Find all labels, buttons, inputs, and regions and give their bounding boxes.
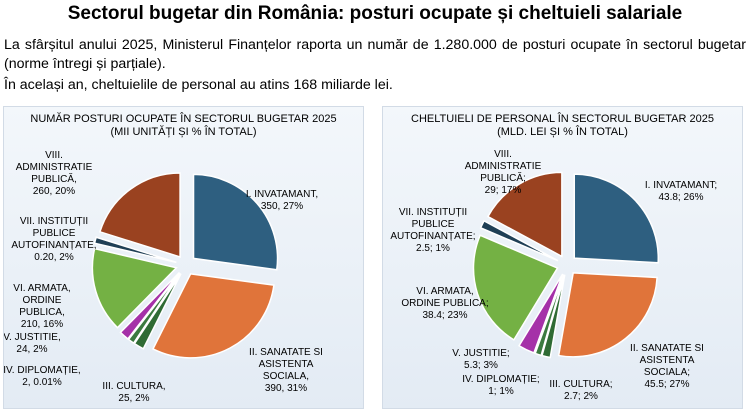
pie1-slice-4 [534,274,565,357]
pie1-slice-7 [479,219,559,262]
pie0-label-4: IV. DIPLOMAȚIE, 2, 0.01% [4,365,81,388]
pie1-slice-2 [557,272,658,358]
pie1-slice-1 [573,173,659,264]
pie0-label-3: III. CULTURA, 25, 2% [102,381,165,404]
spending-chart-panel: CHELTUIELI DE PERSONAL ÎN SECTORUL BUGET… [382,106,743,409]
posts-chart-title: NUMĂR POSTURI OCUPATE ÎN SECTORUL BUGETA… [4,113,363,139]
pie0-slice-3 [133,273,182,350]
pie0-slice-1 [192,173,279,271]
pie1-slice-8 [486,171,563,258]
pie1-label-2: II. SANATATE SI ASISTENTA SOCIALA; 45.5; 27… [630,343,704,390]
pie0-slice-2 [152,273,275,359]
pie0-slice-7 [93,236,177,264]
spending-chart-title-line2: (MLD. LEI ȘI % ÎN TOTAL) [497,126,628,138]
pie1-label-5: V. JUSTITIE; 5.3; 3% [452,348,509,371]
page-title: Sectorul bugetar din România: posturi oc… [67,3,683,24]
posts-chart-panel: NUMĂR POSTURI OCUPATE ÎN SECTORUL BUGETA… [3,106,364,409]
pie1-label-3: III. CULTURA; 2.7; 2% [549,379,612,402]
pie0-slice-6 [91,247,178,329]
pie0-label-1: I. INVATAMANT, 350, 27% [246,189,318,212]
pie0-label-2: II. SANATATE SI ASISTENTA SOCIALA, 390, 31% [249,347,323,394]
posts-chart-title-line1: NUMĂR POSTURI OCUPATE ÎN SECTORUL BUGETA… [30,113,337,125]
intro-paragraph: La sfârșitul anului 2025, Ministerul Fin… [4,37,746,72]
posts-pie-chart: I. INVATAMANT, 350, 27% II. SANATATE SI ASI… [4,150,323,404]
spending-chart-title-line1: CHELTUIELI DE PERSONAL ÎN SECTORUL BUGET… [411,113,714,125]
pie0-label-6: VI. ARMATA, ORDINE PUBLICA, 210, 16% [13,283,70,330]
pie1-slice-3 [541,274,566,359]
posts-chart-title-line2: (MII UNITĂȚI ȘI % ÎN TOTAL) [110,126,257,138]
pie0-label-7: VII. INSTITUȚII PUBLICE AUTOFINANȚATE, 0.20… [11,216,96,263]
spending-pie-chart: I. INVATAMANT; 43.8; 26% II. SANATATE SI AS… [390,149,717,402]
pie1-label-7: VII. INSTITUȚII PUBLICE AUTOFINANȚATE; 2.5;… [390,207,475,254]
pie0-label-5: V. JUSTITIE, 24, 2% [4,332,61,355]
pie0-label-8: VIII. ADMINISTRATIE PUBLICĂ, 260, 20% [16,150,93,197]
spending-paragraph: În același an, cheltuielile de personal … [4,77,393,93]
spending-chart-title: CHELTUIELI DE PERSONAL ÎN SECTORUL BUGET… [383,113,742,139]
pie0-slice-5 [119,271,181,340]
pie0-slice-4 [127,272,181,345]
pie1-label-4: IV. DIPLOMAȚIE; 1; 1% [462,374,539,397]
pie1-label-1: I. INVATAMANT; 43.8; 26% [645,180,717,203]
pie1-slice-5 [518,273,564,354]
pie0-slice-8 [98,172,181,258]
pie1-label-6: VI. ARMATA, ORDINE PUBLICA; 38.4; 23% [401,286,488,321]
pie1-slice-6 [472,234,559,341]
pie1-label-8: VIII. ADMINISTRATIE PUBLICĂ; 29; 17% [465,149,542,196]
